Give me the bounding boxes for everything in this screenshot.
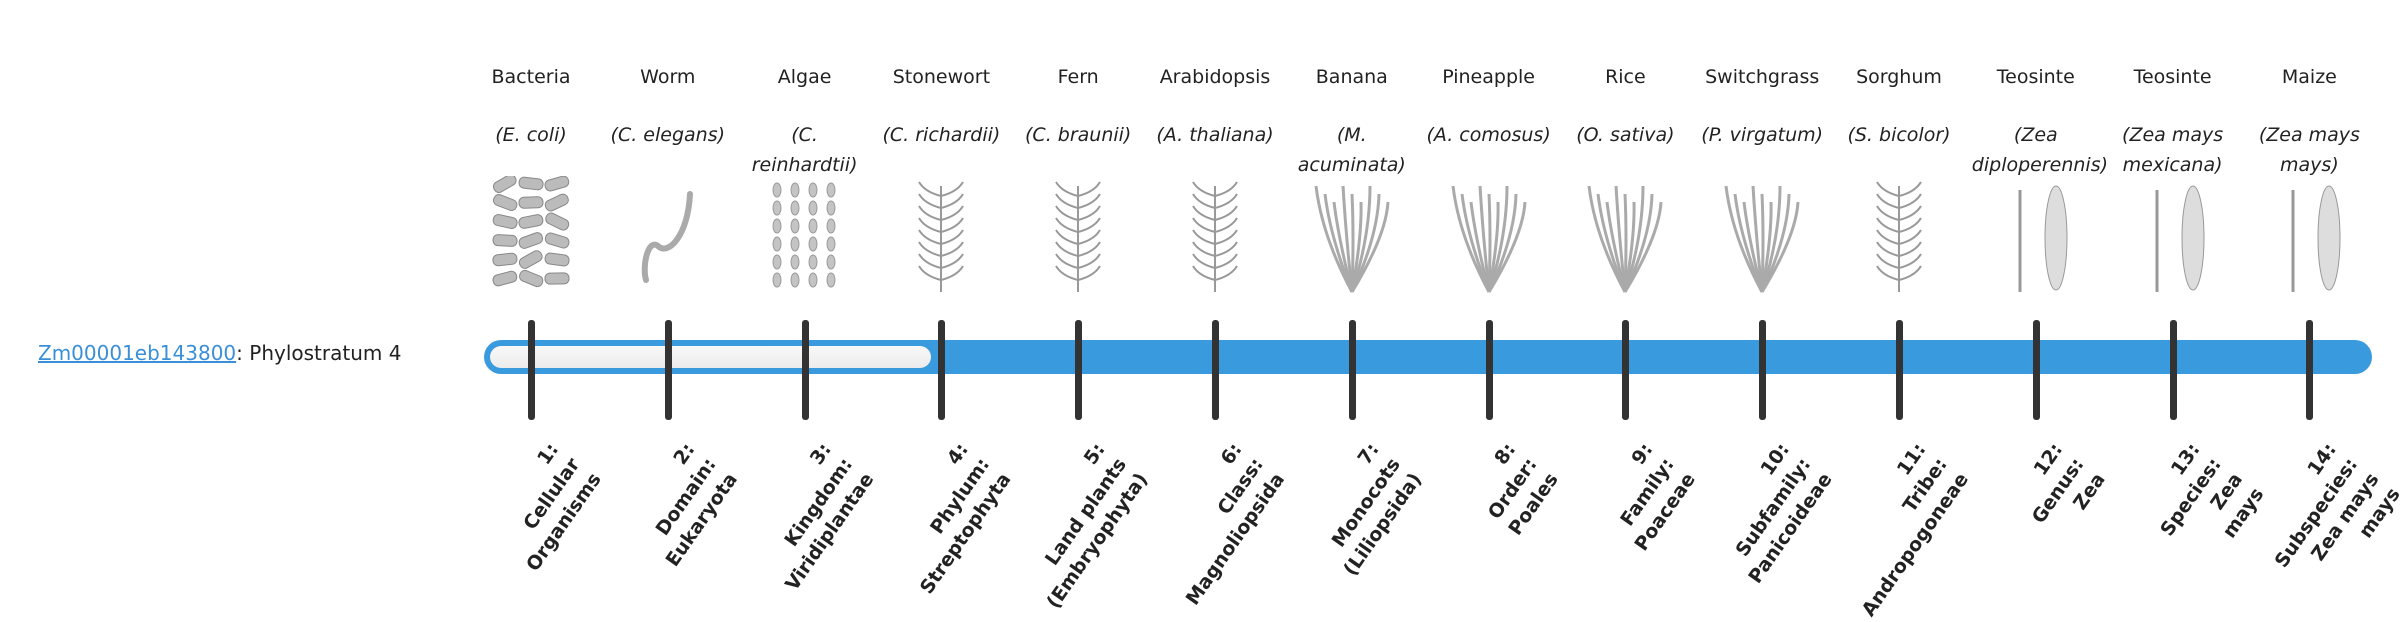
stratum-label: 7: Monocots (Liliopsida) [1295, 438, 1428, 581]
organism-species-name: (A. comosus) [1426, 124, 1551, 146]
stratum-tick [2306, 320, 2314, 420]
organism-common-name: Switchgrass [1705, 66, 1820, 88]
teosinte-icon [2018, 185, 2068, 292]
stratum-tick [664, 320, 672, 420]
stratum-tick [1622, 320, 1630, 420]
arabidopsis-icon [1192, 181, 1238, 292]
organism-common-name: Worm [640, 66, 696, 88]
organism-common-name: Stonewort [892, 66, 991, 88]
organism-species-name: (C. elegans) [610, 124, 726, 146]
fern-icon [1055, 181, 1102, 292]
organism-common-name: Banana [1315, 66, 1388, 88]
stratum-label: 8: Order: Poales [1460, 438, 1564, 541]
pineapple-icon [1451, 185, 1527, 293]
organism-species-name: (P. virgatum) [1701, 124, 1824, 146]
maize-icon [2291, 185, 2341, 292]
stratum-tick [1348, 320, 1356, 420]
organism-species-name: (Zea diploperennis) [1971, 124, 2109, 176]
organism-species-name: (O. sativa) [1576, 124, 1675, 146]
teosinte-mexicana-icon [2155, 185, 2205, 292]
organism-common-name: Algae [777, 66, 832, 88]
organism-common-name: Arabidopsis [1159, 66, 1271, 88]
stratum-tick [1485, 320, 1493, 420]
stratum-tick [528, 320, 535, 420]
gene-link[interactable]: Zm00001eb143800 [38, 341, 237, 365]
switchgrass-icon [1724, 185, 1800, 293]
organism-common-name: Pineapple [1442, 66, 1535, 88]
organism-common-name: Maize [2281, 66, 2337, 88]
gene-label: Zm00001eb143800: Phylostratum 4 [38, 341, 401, 365]
stratum-label: 13: Species: Zea mays [2133, 438, 2270, 571]
progress-bar [484, 340, 2372, 374]
stratum-tick [1075, 320, 1083, 420]
stratum-label: 10: Subfamily: Panicoideae [1700, 438, 1838, 589]
stratum-label: 1: Cellular Organisms [477, 438, 607, 576]
phylostratum-text: : Phylostratum 4 [236, 341, 402, 365]
stratum-label: 6: Class: Magnoliopsida [1138, 438, 1291, 610]
organism-species-name: (S. bicolor) [1847, 124, 1951, 146]
stratum-tick [801, 320, 809, 420]
organism-common-name: Sorghum [1856, 66, 1942, 88]
bacteria-icon [492, 176, 570, 288]
stratum-label: 9: Family: Poaceae [1586, 438, 1701, 556]
organism-species-name: (C. reinhardtii) [751, 124, 858, 176]
stratum-label: 5: Land plants (Embryophyta) [998, 438, 1154, 614]
stratum-label: 11: Tribe: Andropogoneae [1814, 438, 1975, 622]
banana-icon [1314, 185, 1390, 293]
organism-species-name: (A. thaliana) [1156, 124, 1274, 146]
stratum-label: 12: Genus: Zea [2005, 438, 2112, 544]
worm-icon [641, 191, 693, 283]
stratum-tick [1759, 320, 1767, 420]
organism-common-name: Teosinte [2133, 66, 2212, 88]
sorghum-icon [1876, 181, 1922, 292]
organism-common-name: Rice [1605, 66, 1646, 88]
stratum-tick [2032, 320, 2040, 420]
organism-species-name: (M. acuminata) [1297, 124, 1406, 176]
organism-species-name: (C. braunii) [1025, 124, 1132, 146]
stratum-tick [1896, 320, 1903, 420]
stratum-tick [938, 320, 946, 420]
organism-common-name: Teosinte [1996, 66, 2075, 88]
stratum-tick [1212, 320, 1219, 420]
organism-common-name: Fern [1057, 66, 1099, 88]
algae-icon [772, 182, 836, 288]
organism-common-name: Bacteria [491, 66, 571, 88]
organism-species-name: (Zea mays mays) [2258, 124, 2360, 176]
stratum-label: 2: Domain: Eukaryota [617, 438, 743, 572]
organism-species-name: (C. richardii) [882, 124, 1001, 146]
stratum-label: 14: Subspecies: Zea mays mays [2248, 438, 2400, 603]
rice-icon [1587, 185, 1663, 293]
organism-species-name: (Zea mays mexicana) [2122, 124, 2224, 176]
stratum-tick [2169, 320, 2177, 420]
stratum-label: 3: Kingdom: Viridiplantae [737, 438, 880, 596]
stonewort-icon [918, 181, 965, 292]
progress-bar-empty [490, 346, 932, 368]
organism-species-name: (E. coli) [495, 124, 567, 146]
stratum-label: 4: Phylum: Streptophyta [872, 438, 1017, 599]
